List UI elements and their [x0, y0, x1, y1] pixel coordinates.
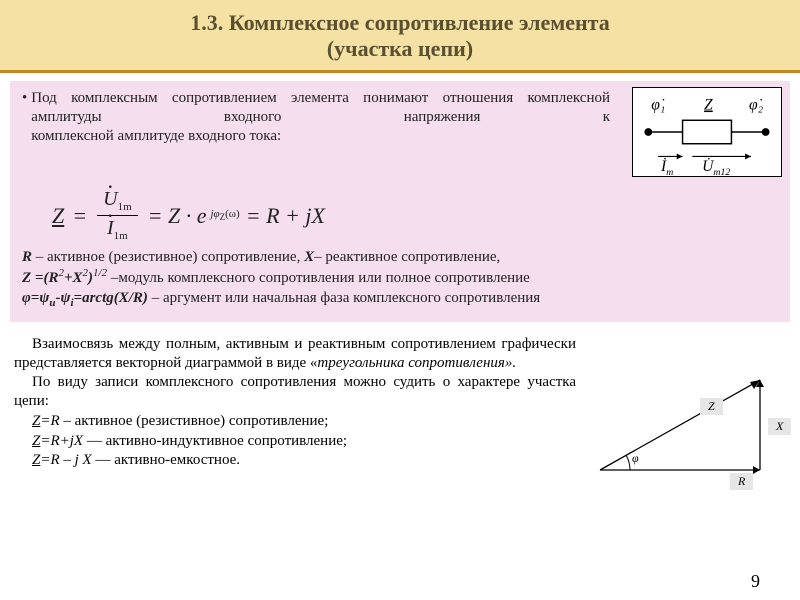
- svg-text:U̇m12: U̇m12: [702, 158, 730, 176]
- impedance-triangle: φ Z X R: [590, 350, 790, 500]
- svg-text:Z: Z: [704, 97, 713, 114]
- tri-label-R: R: [730, 473, 753, 490]
- tri-label-Z: Z: [700, 398, 723, 415]
- intro-line-2: комплексной амплитуде входного тока:: [31, 127, 610, 146]
- svg-text:φ: φ: [632, 451, 639, 465]
- circuit-diagram: φ̇₁ φ̇₂ Z İm U̇m12: [632, 87, 782, 177]
- explanation-block: Взаимосвязь между полным, активным и реа…: [10, 332, 580, 500]
- formula-description: R – активное (резистивное) сопротивление…: [22, 248, 778, 311]
- main-formula: Z = U1m I1m = Z · ejφZ(ω) = R + jX: [52, 187, 778, 244]
- bottom-section: Взаимосвязь между полным, активным и реа…: [10, 332, 790, 500]
- svg-text:İm: İm: [660, 158, 673, 176]
- formula-Z: Z: [52, 202, 64, 230]
- title-line-1: 1.3. Комплексное сопротивление элемента: [20, 10, 780, 36]
- svg-text:φ̇₂: φ̇₂: [749, 97, 764, 114]
- title-line-2: (участка цепи): [20, 36, 780, 62]
- intro-line-1: Под комплексным сопротивлением элемента …: [31, 89, 610, 127]
- page-number: 9: [751, 571, 760, 592]
- slide-title: 1.3. Комплексное сопротивление элемента …: [0, 0, 800, 73]
- svg-text:φ̇₁: φ̇₁: [651, 97, 665, 114]
- definition-block: • Под комплексным сопротивлением элемент…: [10, 81, 790, 322]
- tri-label-X: X: [768, 418, 791, 435]
